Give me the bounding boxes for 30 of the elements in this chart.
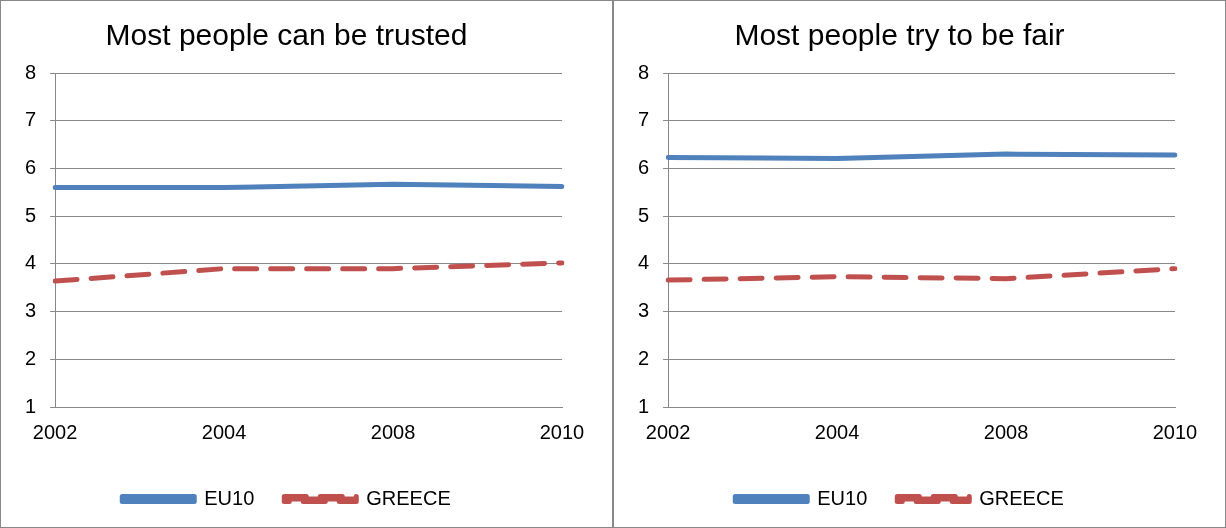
x-tick-label: 2008 bbox=[370, 420, 416, 443]
x-tick-label: 2002 bbox=[645, 420, 691, 443]
legend-label: EU10 bbox=[204, 486, 255, 509]
y-tick-label: 4 bbox=[25, 251, 37, 274]
y-tick-label: 7 bbox=[25, 108, 37, 131]
x-tick-label: 2004 bbox=[814, 420, 860, 443]
x-tick-label: 2002 bbox=[32, 420, 78, 443]
chart-title: Most people can be trusted bbox=[105, 18, 468, 52]
y-tick-label: 1 bbox=[638, 394, 650, 417]
legend-label: GREECE bbox=[979, 486, 1064, 509]
y-tick-label: 1 bbox=[25, 394, 37, 417]
y-tick-label: 8 bbox=[638, 60, 650, 83]
y-tick-label: 4 bbox=[638, 251, 650, 274]
x-tick-label: 2004 bbox=[201, 420, 247, 443]
x-tick-label: 2010 bbox=[539, 420, 585, 443]
y-tick-label: 8 bbox=[25, 60, 37, 83]
y-tick-label: 5 bbox=[638, 203, 650, 226]
y-tick-label: 7 bbox=[638, 108, 650, 131]
legend-label: EU10 bbox=[817, 486, 868, 509]
x-tick-label: 2008 bbox=[983, 420, 1029, 443]
y-tick-label: 5 bbox=[25, 203, 37, 226]
y-tick-label: 3 bbox=[638, 299, 650, 322]
y-tick-label: 2 bbox=[638, 346, 650, 369]
y-tick-label: 3 bbox=[25, 299, 37, 322]
x-tick-label: 2010 bbox=[1152, 420, 1198, 443]
y-tick-label: 6 bbox=[25, 155, 37, 178]
legend-label: GREECE bbox=[366, 486, 451, 509]
y-tick-label: 2 bbox=[25, 346, 37, 369]
chart-title: Most people try to be fair bbox=[734, 18, 1065, 52]
y-tick-label: 6 bbox=[638, 155, 650, 178]
